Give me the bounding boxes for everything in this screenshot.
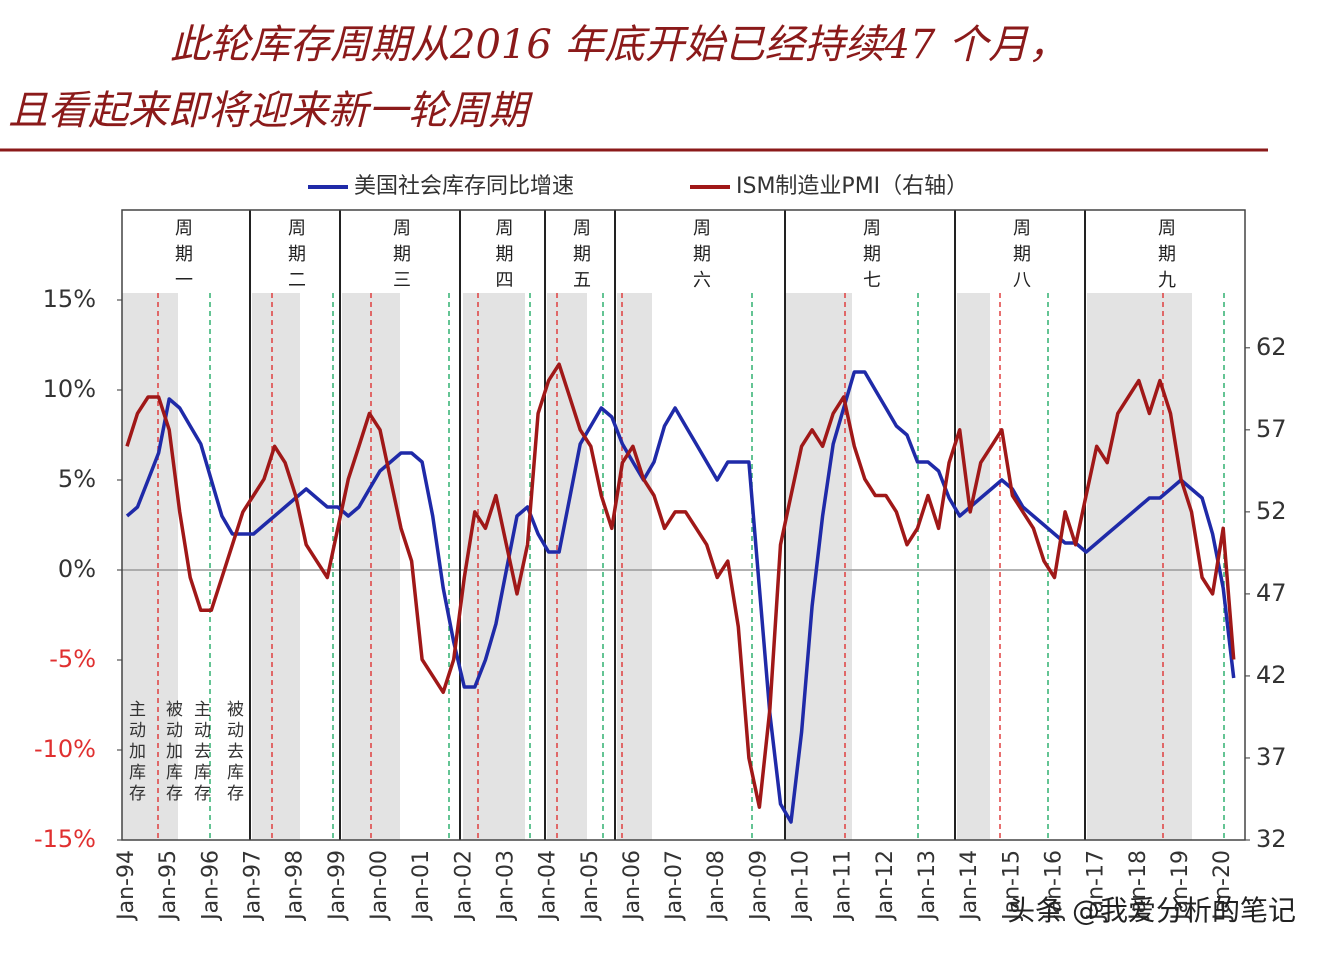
x-tick-label: Jan-00 bbox=[367, 850, 392, 922]
y-tick-label: -5% bbox=[49, 645, 96, 673]
y2-tick-label: 37 bbox=[1256, 743, 1287, 771]
phase-shade bbox=[957, 293, 990, 840]
y2-tick-label: 52 bbox=[1256, 497, 1287, 525]
phase-shade bbox=[122, 293, 178, 840]
x-tick-label: Jan-03 bbox=[493, 850, 518, 922]
y-tick-label: 5% bbox=[58, 465, 96, 493]
x-tick-label: Jan-11 bbox=[831, 850, 856, 922]
x-tick-label: Jan-15 bbox=[999, 850, 1024, 922]
phase-shade bbox=[617, 293, 652, 840]
x-tick-label: Jan-96 bbox=[198, 850, 223, 922]
phase-shade bbox=[252, 293, 300, 840]
cycle-label: 周期一 bbox=[172, 218, 193, 296]
cycle-label: 周期八 bbox=[1010, 218, 1031, 296]
cycle-label: 周期七 bbox=[860, 218, 881, 296]
x-tick-label: Jan-17 bbox=[1084, 850, 1109, 922]
x-tick-label: Jan-98 bbox=[283, 850, 308, 922]
x-tick-label: Jan-94 bbox=[114, 850, 139, 922]
x-tick-label: Jan-02 bbox=[451, 850, 476, 922]
x-tick-label: Jan-10 bbox=[789, 850, 814, 922]
x-tick-label: Jan-99 bbox=[325, 850, 350, 922]
plot-frame bbox=[121, 209, 1246, 841]
x-tick-label: Jan-04 bbox=[536, 850, 561, 922]
title-line: 此轮库存周期从2016 年底开始已经持续47 个月， bbox=[170, 22, 1068, 68]
x-tick-label: Jan-08 bbox=[704, 850, 729, 922]
x-tick-label: Jan-19 bbox=[1168, 850, 1193, 922]
cycle-label: 周期四 bbox=[493, 218, 514, 296]
y2-tick-label: 42 bbox=[1256, 661, 1287, 689]
y-tick-label: 15% bbox=[43, 285, 96, 313]
watermark: 头条 @我爱分析的笔记 bbox=[1007, 894, 1296, 927]
y2-tick-label: 47 bbox=[1256, 579, 1287, 607]
y2-tick-label: 57 bbox=[1256, 415, 1287, 443]
cycle-label: 周期三 bbox=[390, 218, 411, 296]
y-tick-label: -15% bbox=[34, 825, 96, 853]
legend-label: ISM制造业PMI（右轴） bbox=[736, 174, 968, 199]
legend-label: 美国社会库存同比增速 bbox=[354, 174, 574, 199]
cycle-label: 周期五 bbox=[570, 218, 591, 296]
y-tick-label: 10% bbox=[43, 375, 96, 403]
x-tick-label: Jan-20 bbox=[1210, 850, 1235, 922]
phase-label: 主动加库存 bbox=[125, 700, 146, 805]
cycle-label: 周期九 bbox=[1155, 218, 1176, 296]
x-tick-label: Jan-05 bbox=[578, 850, 603, 922]
series-line bbox=[125, 362, 1236, 809]
x-tick-label: Jan-01 bbox=[409, 850, 434, 922]
y2-tick-label: 32 bbox=[1256, 825, 1287, 853]
series-line bbox=[125, 370, 1236, 824]
x-tick-label: Jan-97 bbox=[240, 850, 265, 922]
cycle-label: 周期六 bbox=[690, 218, 711, 296]
y-tick-label: 0% bbox=[58, 555, 96, 583]
phase-shade bbox=[1087, 293, 1192, 840]
x-tick-label: Jan-07 bbox=[662, 850, 687, 922]
phase-label: 主动去库存 bbox=[190, 700, 211, 805]
x-tick-label: Jan-18 bbox=[1126, 850, 1151, 922]
x-tick-label: Jan-12 bbox=[873, 850, 898, 922]
cycle-label: 周期二 bbox=[285, 218, 306, 296]
x-tick-label: Jan-13 bbox=[915, 850, 940, 922]
phase-label: 被动去库存 bbox=[223, 700, 244, 805]
phase-shade bbox=[463, 293, 525, 840]
y-tick-label: -10% bbox=[34, 735, 96, 763]
x-tick-label: Jan-09 bbox=[746, 850, 771, 922]
phase-shade bbox=[785, 293, 852, 840]
x-tick-label: Jan-06 bbox=[620, 850, 645, 922]
x-tick-label: Jan-14 bbox=[957, 850, 982, 922]
x-tick-label: Jan-95 bbox=[156, 850, 181, 922]
title-line: 且看起来即将迎来新一轮周期 bbox=[8, 88, 533, 134]
x-tick-label: Jan-16 bbox=[1042, 850, 1067, 922]
y2-tick-label: 62 bbox=[1256, 333, 1287, 361]
phase-label: 被动加库存 bbox=[162, 700, 183, 805]
